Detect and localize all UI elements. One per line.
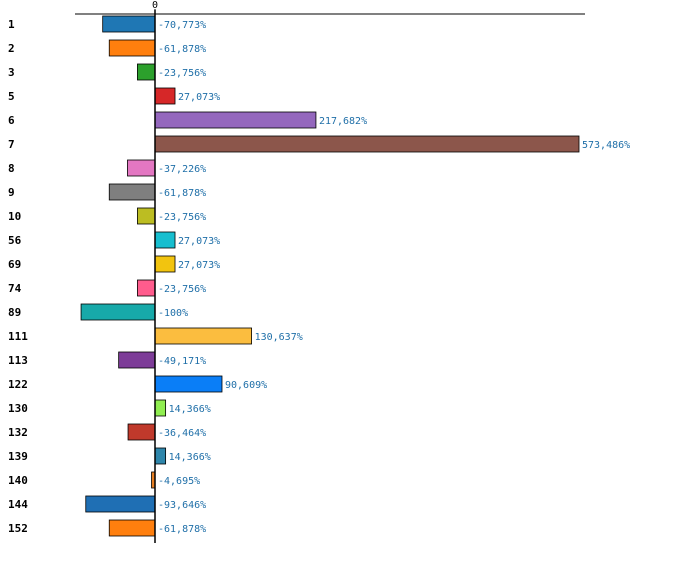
category-label: 144	[8, 498, 28, 511]
bar	[108, 183, 156, 201]
bar	[102, 15, 156, 33]
category-label: 1	[8, 18, 15, 31]
category-label: 132	[8, 426, 28, 439]
data-label: 27,073%	[178, 236, 220, 247]
bar	[154, 111, 317, 129]
data-label: -23,756%	[158, 212, 206, 223]
bar	[154, 255, 176, 273]
data-label: 14,366%	[169, 404, 211, 415]
category-label: 74	[8, 282, 22, 295]
category-label: 152	[8, 522, 28, 535]
data-label: 217,682%	[319, 116, 367, 127]
category-label: 130	[8, 402, 28, 415]
bar	[137, 279, 156, 297]
bar	[80, 303, 156, 321]
bar	[127, 423, 156, 441]
data-label: -70,773%	[158, 20, 206, 31]
bars-layer	[80, 15, 580, 537]
bar	[108, 39, 156, 57]
bar	[154, 447, 167, 465]
category-label: 69	[8, 258, 21, 271]
category-label: 3	[8, 66, 15, 79]
category-label: 7	[8, 138, 15, 151]
data-label: 27,073%	[178, 92, 220, 103]
bar	[154, 135, 580, 153]
data-label: -23,756%	[158, 68, 206, 79]
x-tick-label-0: 0	[152, 0, 158, 11]
category-label: 10	[8, 210, 21, 223]
data-label: -61,878%	[158, 188, 206, 199]
data-label: -93,646%	[158, 500, 206, 511]
bar	[154, 231, 176, 249]
data-label: -61,878%	[158, 524, 206, 535]
data-label: -23,756%	[158, 284, 206, 295]
category-label: 111	[8, 330, 28, 343]
bar	[108, 519, 156, 537]
category-label: 140	[8, 474, 28, 487]
bar	[127, 159, 156, 177]
category-label: 2	[8, 42, 15, 55]
data-label: -100%	[158, 308, 188, 319]
bar	[154, 327, 252, 345]
data-label: 14,366%	[169, 452, 211, 463]
bar	[137, 207, 156, 225]
category-label: 5	[8, 90, 15, 103]
labels-layer: 1 -70,773% 2 -61,878% 3 -23,756% 5 27,073% 6 217,…	[8, 18, 630, 535]
category-label: 139	[8, 450, 28, 463]
data-label: -49,171%	[158, 356, 206, 367]
data-label: -36,464%	[158, 428, 206, 439]
category-label: 113	[8, 354, 28, 367]
category-label: 6	[8, 114, 15, 127]
bar	[154, 87, 176, 105]
bar	[137, 63, 156, 81]
data-label: 90,609%	[225, 380, 267, 391]
category-label: 122	[8, 378, 28, 391]
category-label: 9	[8, 186, 15, 199]
category-label: 56	[8, 234, 22, 247]
bar	[154, 399, 167, 417]
bar	[154, 375, 223, 393]
bar	[85, 495, 156, 513]
category-label: 8	[8, 162, 15, 175]
bar	[118, 351, 156, 369]
data-label: 573,486%	[582, 140, 630, 151]
data-label: 27,073%	[178, 260, 220, 271]
data-label: -37,226%	[158, 164, 206, 175]
data-label: -61,878%	[158, 44, 206, 55]
category-label: 89	[8, 306, 21, 319]
data-label: -4,695%	[158, 476, 200, 487]
data-label: 130,637%	[255, 332, 303, 343]
